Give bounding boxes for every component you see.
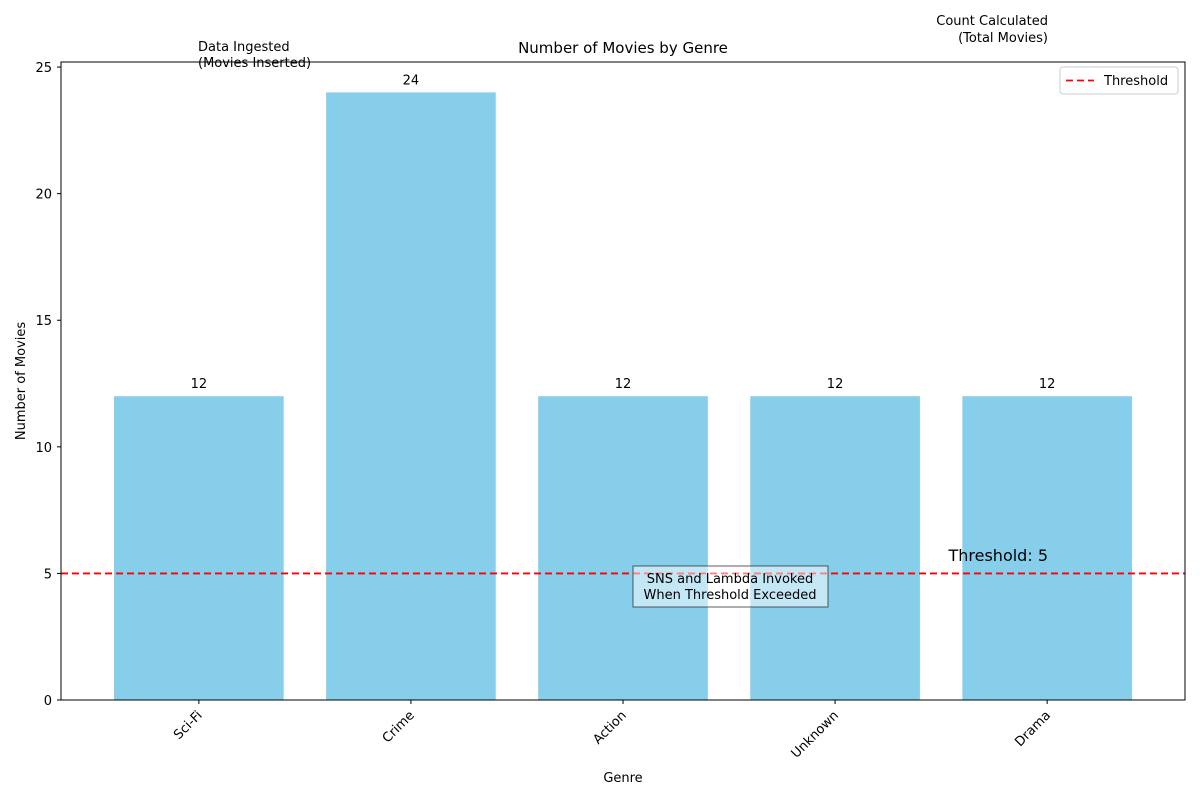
annotation-data-ingested: Data Ingested (Movies Inserted) (198, 40, 311, 71)
legend-box (1059, 66, 1179, 95)
annotation-count-calculated: Count Calculated (Total Movies) (936, 14, 1048, 46)
y-tick-label: 5 (44, 567, 52, 582)
x-axis-ticks: Sci-Fi Crime Action Unknown Drama (171, 700, 1054, 762)
annotation-data-ingested-line1: Data Ingested (198, 40, 290, 55)
annotation-sns-box (632, 565, 829, 608)
x-tick-label: Unknown (789, 708, 842, 761)
legend-threshold-label: Threshold (1103, 74, 1168, 89)
x-tick-label: Action (590, 708, 629, 747)
bar-value-label: 12 (615, 377, 632, 392)
annotation-data-ingested-line2: (Movies Inserted) (198, 56, 311, 71)
y-tick-label: 20 (35, 188, 52, 203)
annotation-count-calculated-line2: (Total Movies) (958, 31, 1048, 46)
bar-value-label: 12 (1039, 377, 1056, 392)
y-tick-label: 25 (35, 61, 52, 76)
x-tick-label: Crime (380, 708, 418, 746)
threshold-annotation: Threshold: 5 (947, 546, 1048, 565)
annotation-sns-line1: SNS and Lambda Invoked (647, 572, 813, 587)
annotation-sns-line2: When Threshold Exceeded (644, 588, 817, 603)
y-tick-label: 10 (35, 441, 52, 456)
y-tick-label: 0 (44, 694, 52, 709)
y-axis-label: Number of Movies (14, 322, 29, 440)
bars-group: 12 24 12 12 12 (114, 73, 1132, 700)
y-axis-ticks: 0 5 10 15 20 25 (35, 61, 61, 709)
bar-action (538, 396, 708, 700)
bar-value-label: 12 (827, 377, 844, 392)
x-axis-label: Genre (603, 771, 642, 786)
bar-value-label: 12 (191, 377, 208, 392)
bar-drama (962, 396, 1132, 700)
annotation-sns-lambda: SNS and Lambda Invoked When Threshold Ex… (632, 565, 829, 608)
annotation-count-calculated-line1: Count Calculated (936, 14, 1048, 29)
chart-title: Number of Movies by Genre (518, 39, 728, 57)
bar-sci-fi (114, 396, 284, 700)
legend: Threshold (1059, 66, 1179, 95)
bar-crime (326, 92, 496, 700)
x-tick-label: Drama (1012, 708, 1054, 750)
bar-unknown (750, 396, 920, 700)
bar-value-label: 24 (403, 73, 420, 88)
y-tick-label: 15 (35, 314, 52, 329)
x-tick-label: Sci-Fi (171, 708, 206, 743)
